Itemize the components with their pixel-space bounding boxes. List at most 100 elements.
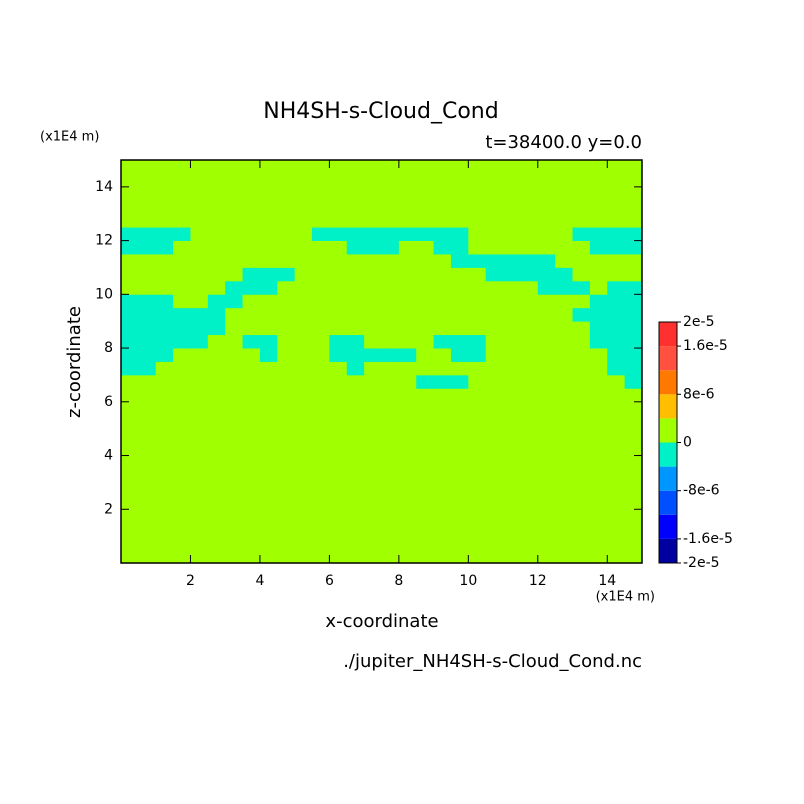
contour-cell xyxy=(624,160,643,174)
contour-cell xyxy=(537,280,556,295)
contour-cell xyxy=(173,160,191,174)
contour-cell xyxy=(312,482,330,497)
contour-cell xyxy=(433,213,452,228)
contour-cell xyxy=(312,280,330,295)
contour-cell xyxy=(207,186,226,201)
contour-cell xyxy=(381,213,400,228)
contour-cell xyxy=(485,361,504,376)
contour-cell xyxy=(485,186,504,201)
contour-cell xyxy=(485,374,504,389)
contour-cell xyxy=(537,415,556,430)
contour-cell xyxy=(173,200,191,215)
contour-cell xyxy=(589,455,608,470)
contour-cell xyxy=(450,536,469,550)
contour-cell xyxy=(294,455,313,470)
contour-cell xyxy=(277,374,296,389)
contour-cell xyxy=(242,374,261,389)
contour-cell xyxy=(242,334,261,349)
chart-title: NH4SH-s-Cloud_Cond xyxy=(263,99,498,124)
contour-cell xyxy=(329,509,348,524)
contour-cell xyxy=(242,482,261,497)
contour-cell xyxy=(207,280,226,295)
contour-cell xyxy=(155,294,174,309)
contour-cell xyxy=(225,254,243,268)
contour-cell xyxy=(555,495,573,510)
contour-cell xyxy=(312,160,330,174)
contour-cell xyxy=(416,173,434,188)
contour-cell xyxy=(555,509,573,524)
contour-cell xyxy=(416,388,434,403)
contour-cell xyxy=(277,536,296,550)
contour-cell xyxy=(381,415,400,430)
contour-cell xyxy=(381,361,400,376)
contour-cell xyxy=(155,455,174,470)
contour-cell xyxy=(225,495,243,510)
contour-cell xyxy=(537,536,556,550)
contour-cell xyxy=(190,348,209,362)
contour-cell xyxy=(155,307,174,322)
contour-cell xyxy=(277,415,296,430)
contour-cell xyxy=(433,442,452,456)
contour-cell xyxy=(346,160,365,174)
contour-cell xyxy=(364,482,382,497)
contour-cell xyxy=(555,160,573,174)
contour-cell xyxy=(555,227,573,241)
contour-cell xyxy=(607,334,626,349)
contour-cell xyxy=(294,160,313,174)
contour-cell xyxy=(242,401,261,416)
contour-cell xyxy=(329,522,348,537)
contour-cell xyxy=(329,468,348,483)
contour-cell xyxy=(624,401,643,416)
contour-cell xyxy=(225,173,243,188)
contour-cell xyxy=(520,321,539,336)
contour-cell xyxy=(485,227,504,241)
contour-cell xyxy=(520,280,539,295)
y-tick-label: 12 xyxy=(95,233,113,249)
contour-cell xyxy=(138,186,157,201)
contour-cell xyxy=(277,213,296,228)
contour-cell xyxy=(450,442,469,456)
contour-cell xyxy=(138,361,157,376)
contour-cell xyxy=(555,415,573,430)
contour-cell xyxy=(450,294,469,309)
contour-cell xyxy=(398,468,417,483)
contour-cell xyxy=(503,240,521,255)
contour-cell xyxy=(572,267,591,282)
contour-cell xyxy=(468,522,487,537)
contour-cell xyxy=(138,536,157,550)
contour-cell xyxy=(503,200,521,215)
contour-cell xyxy=(589,348,608,362)
contour-cell xyxy=(450,495,469,510)
contour-cell xyxy=(173,348,191,362)
contour-cell xyxy=(520,160,539,174)
contour-cell xyxy=(589,509,608,524)
contour-cell xyxy=(225,442,243,456)
contour-cell xyxy=(138,522,157,537)
contour-cell xyxy=(398,442,417,456)
contour-cell xyxy=(277,361,296,376)
contour-cell xyxy=(398,307,417,322)
contour-cell xyxy=(624,536,643,550)
contour-cell xyxy=(450,334,469,349)
contour-cell xyxy=(346,495,365,510)
contour-cell xyxy=(398,334,417,349)
contour-cell xyxy=(190,482,209,497)
contour-cell xyxy=(259,173,278,188)
contour-cell xyxy=(537,240,556,255)
contour-cell xyxy=(381,280,400,295)
contour-cell xyxy=(416,549,434,564)
contour-cell xyxy=(398,160,417,174)
contour-cell xyxy=(225,200,243,215)
contour-cell xyxy=(381,227,400,241)
contour-cell xyxy=(155,482,174,497)
contour-cell xyxy=(312,374,330,389)
contour-cell xyxy=(207,160,226,174)
contour-cell xyxy=(416,348,434,362)
contour-cell xyxy=(121,455,139,470)
contour-cell xyxy=(346,415,365,430)
contour-cell xyxy=(329,321,348,336)
contour-cell xyxy=(450,173,469,188)
contour-cell xyxy=(398,374,417,389)
contour-cell xyxy=(277,442,296,456)
contour-cell xyxy=(259,428,278,443)
